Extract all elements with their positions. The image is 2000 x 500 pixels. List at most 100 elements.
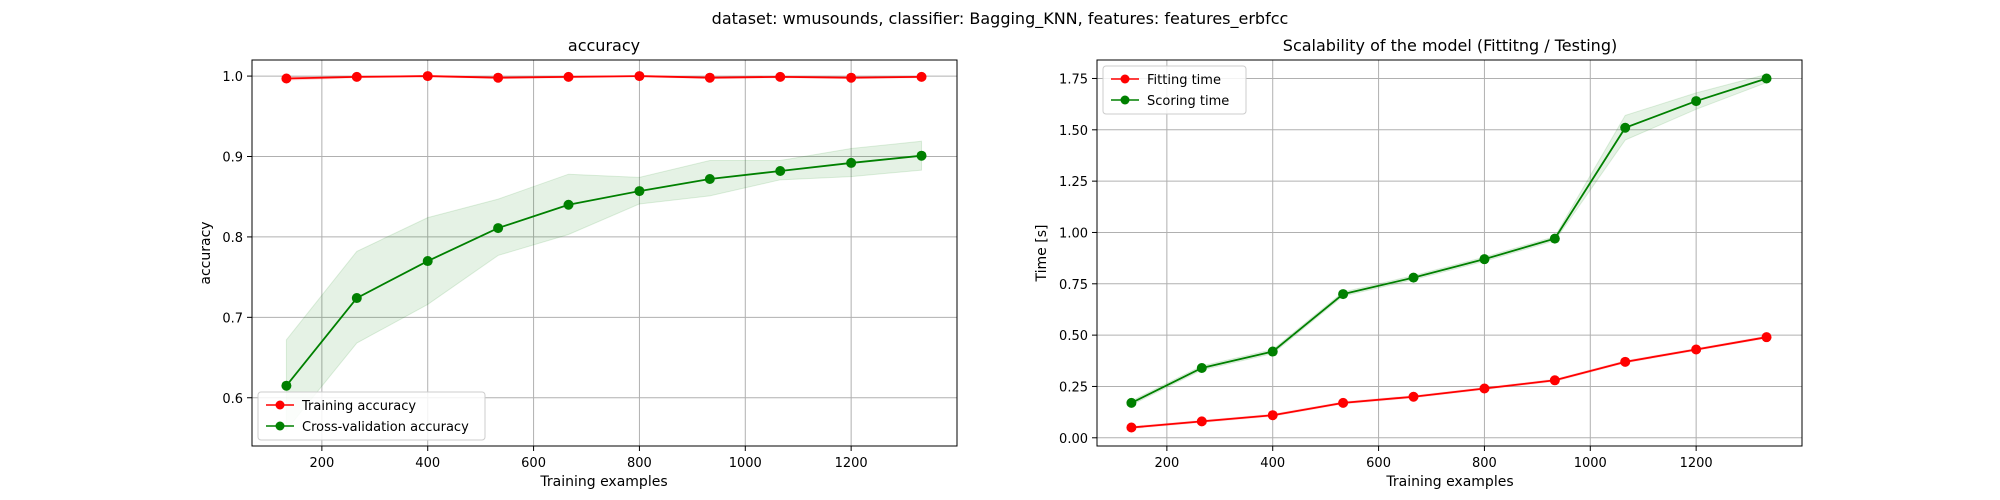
point-fitting-time	[1691, 344, 1702, 355]
point-fitting-time	[1761, 332, 1772, 343]
legend-marker-cross-validation-accuracy	[275, 421, 285, 431]
legend-marker-fitting-time	[1120, 74, 1130, 84]
y-tick-label: 0.75	[1059, 278, 1088, 293]
figure-suptitle: dataset: wmusounds, classifier: Bagging_…	[712, 9, 1289, 29]
point-cross-validation-accuracy	[775, 165, 786, 176]
point-scoring-time	[1761, 73, 1772, 84]
point-fitting-time	[1338, 397, 1349, 408]
point-cross-validation-accuracy	[634, 186, 645, 197]
legend: Training accuracy Cross-validation accur…	[257, 391, 486, 441]
x-axis-label: Training examples	[1385, 474, 1513, 490]
legend-label-fitting-time: Fitting time	[1147, 73, 1221, 88]
y-tick-label: 1.50	[1059, 124, 1088, 139]
x-tick-label: 600	[1366, 456, 1391, 471]
y-tick-label: 0.00	[1059, 432, 1088, 447]
point-scoring-time	[1549, 233, 1560, 244]
point-fitting-time	[1267, 410, 1278, 421]
point-scoring-time	[1267, 346, 1278, 357]
point-scoring-time	[1338, 289, 1349, 300]
grid	[1097, 60, 1802, 446]
y-tick-label: 0.6	[222, 392, 243, 407]
x-tick-label: 800	[627, 456, 652, 471]
legend-label-cross-validation-accuracy: Cross-validation accuracy	[302, 420, 469, 435]
x-tick-label: 1200	[835, 456, 868, 471]
point-training-accuracy	[846, 72, 857, 83]
x-axis-ticks: 200 400 600 800 1000 1200	[309, 446, 868, 471]
point-training-accuracy	[563, 71, 574, 82]
point-cross-validation-accuracy	[563, 199, 574, 210]
line-fitting-time	[1131, 336, 1767, 429]
y-axis-ticks: 0.6 0.7 0.8 0.9 1.0	[222, 70, 252, 407]
x-tick-label: 1200	[1680, 456, 1713, 471]
point-training-accuracy	[775, 71, 786, 82]
point-fitting-time	[1620, 356, 1631, 367]
point-fitting-time	[1479, 383, 1490, 394]
point-fitting-time	[1126, 422, 1137, 433]
legend-box	[1102, 65, 1247, 115]
band-cross-validation-accuracy	[285, 140, 923, 432]
chart-scalability: Scalability of the model (Fittitng / Tes…	[1034, 36, 1803, 490]
point-fitting-time	[1408, 391, 1419, 402]
confidence-bands	[285, 75, 923, 432]
point-training-accuracy	[281, 73, 292, 84]
series-lines	[285, 75, 922, 387]
x-axis-label: Training examples	[539, 474, 667, 490]
x-tick-label: 200	[309, 456, 334, 471]
y-axis-label: Time [s]	[1034, 225, 1050, 283]
x-axis-ticks: 200 400 600 800 1000 1200	[1154, 446, 1713, 471]
plot-frame	[251, 59, 958, 447]
x-tick-label: 1000	[729, 456, 762, 471]
point-training-accuracy	[916, 71, 927, 82]
line-scoring-time	[1131, 77, 1767, 404]
chart-title: Scalability of the model (Fittitng / Tes…	[1283, 36, 1617, 55]
point-scoring-time	[1691, 96, 1702, 107]
series-points	[281, 71, 927, 391]
point-training-accuracy	[351, 71, 362, 82]
point-training-accuracy	[493, 72, 504, 83]
point-cross-validation-accuracy	[916, 150, 927, 161]
y-tick-label: 1.75	[1059, 72, 1088, 87]
point-cross-validation-accuracy	[493, 223, 504, 234]
y-tick-label: 0.25	[1059, 380, 1088, 395]
line-cross-validation-accuracy	[285, 154, 922, 387]
legend-marker-scoring-time	[1120, 95, 1130, 105]
legend-marker-training-accuracy	[275, 400, 285, 410]
plot-frame	[1096, 59, 1803, 447]
y-axis-ticks: 0.00 0.25 0.50 0.75 1.00 1.25 1.50 1.75	[1059, 72, 1097, 447]
legend: Fitting time Scoring time	[1102, 65, 1247, 115]
band-fitting-time	[1130, 335, 1768, 430]
legend-label-scoring-time: Scoring time	[1147, 94, 1229, 109]
chart-accuracy: accuracy 200 400 600 800 1000 1200 0.60.70.80…	[198, 36, 958, 490]
y-tick-label: 1.25	[1059, 175, 1088, 190]
point-fitting-time	[1196, 416, 1207, 427]
line-training-accuracy	[286, 75, 922, 80]
x-tick-label: 400	[1260, 456, 1285, 471]
point-training-accuracy	[422, 71, 433, 82]
point-scoring-time	[1196, 362, 1207, 373]
point-fitting-time	[1549, 375, 1560, 386]
y-tick-label: 0.8	[222, 231, 243, 246]
point-cross-validation-accuracy	[704, 174, 715, 185]
point-scoring-time	[1479, 254, 1490, 265]
point-cross-validation-accuracy	[846, 157, 857, 168]
y-tick-label: 0.50	[1059, 329, 1088, 344]
point-training-accuracy	[634, 71, 645, 82]
point-cross-validation-accuracy	[351, 293, 362, 304]
y-tick-label: 0.7	[222, 311, 243, 326]
x-tick-label: 600	[521, 456, 546, 471]
chart-title: accuracy	[568, 36, 640, 55]
x-tick-label: 800	[1472, 456, 1497, 471]
point-training-accuracy	[704, 72, 715, 83]
point-scoring-time	[1126, 397, 1137, 408]
x-tick-label: 1000	[1574, 456, 1607, 471]
x-tick-label: 200	[1154, 456, 1179, 471]
legend-label-training-accuracy: Training accuracy	[301, 399, 416, 414]
point-scoring-time	[1620, 122, 1631, 133]
y-tick-label: 0.9	[222, 151, 243, 166]
y-tick-label: 1.00	[1059, 226, 1088, 241]
point-cross-validation-accuracy	[422, 256, 433, 267]
legend-box	[257, 391, 486, 441]
series-points	[1126, 73, 1772, 433]
series-lines	[1131, 77, 1767, 429]
